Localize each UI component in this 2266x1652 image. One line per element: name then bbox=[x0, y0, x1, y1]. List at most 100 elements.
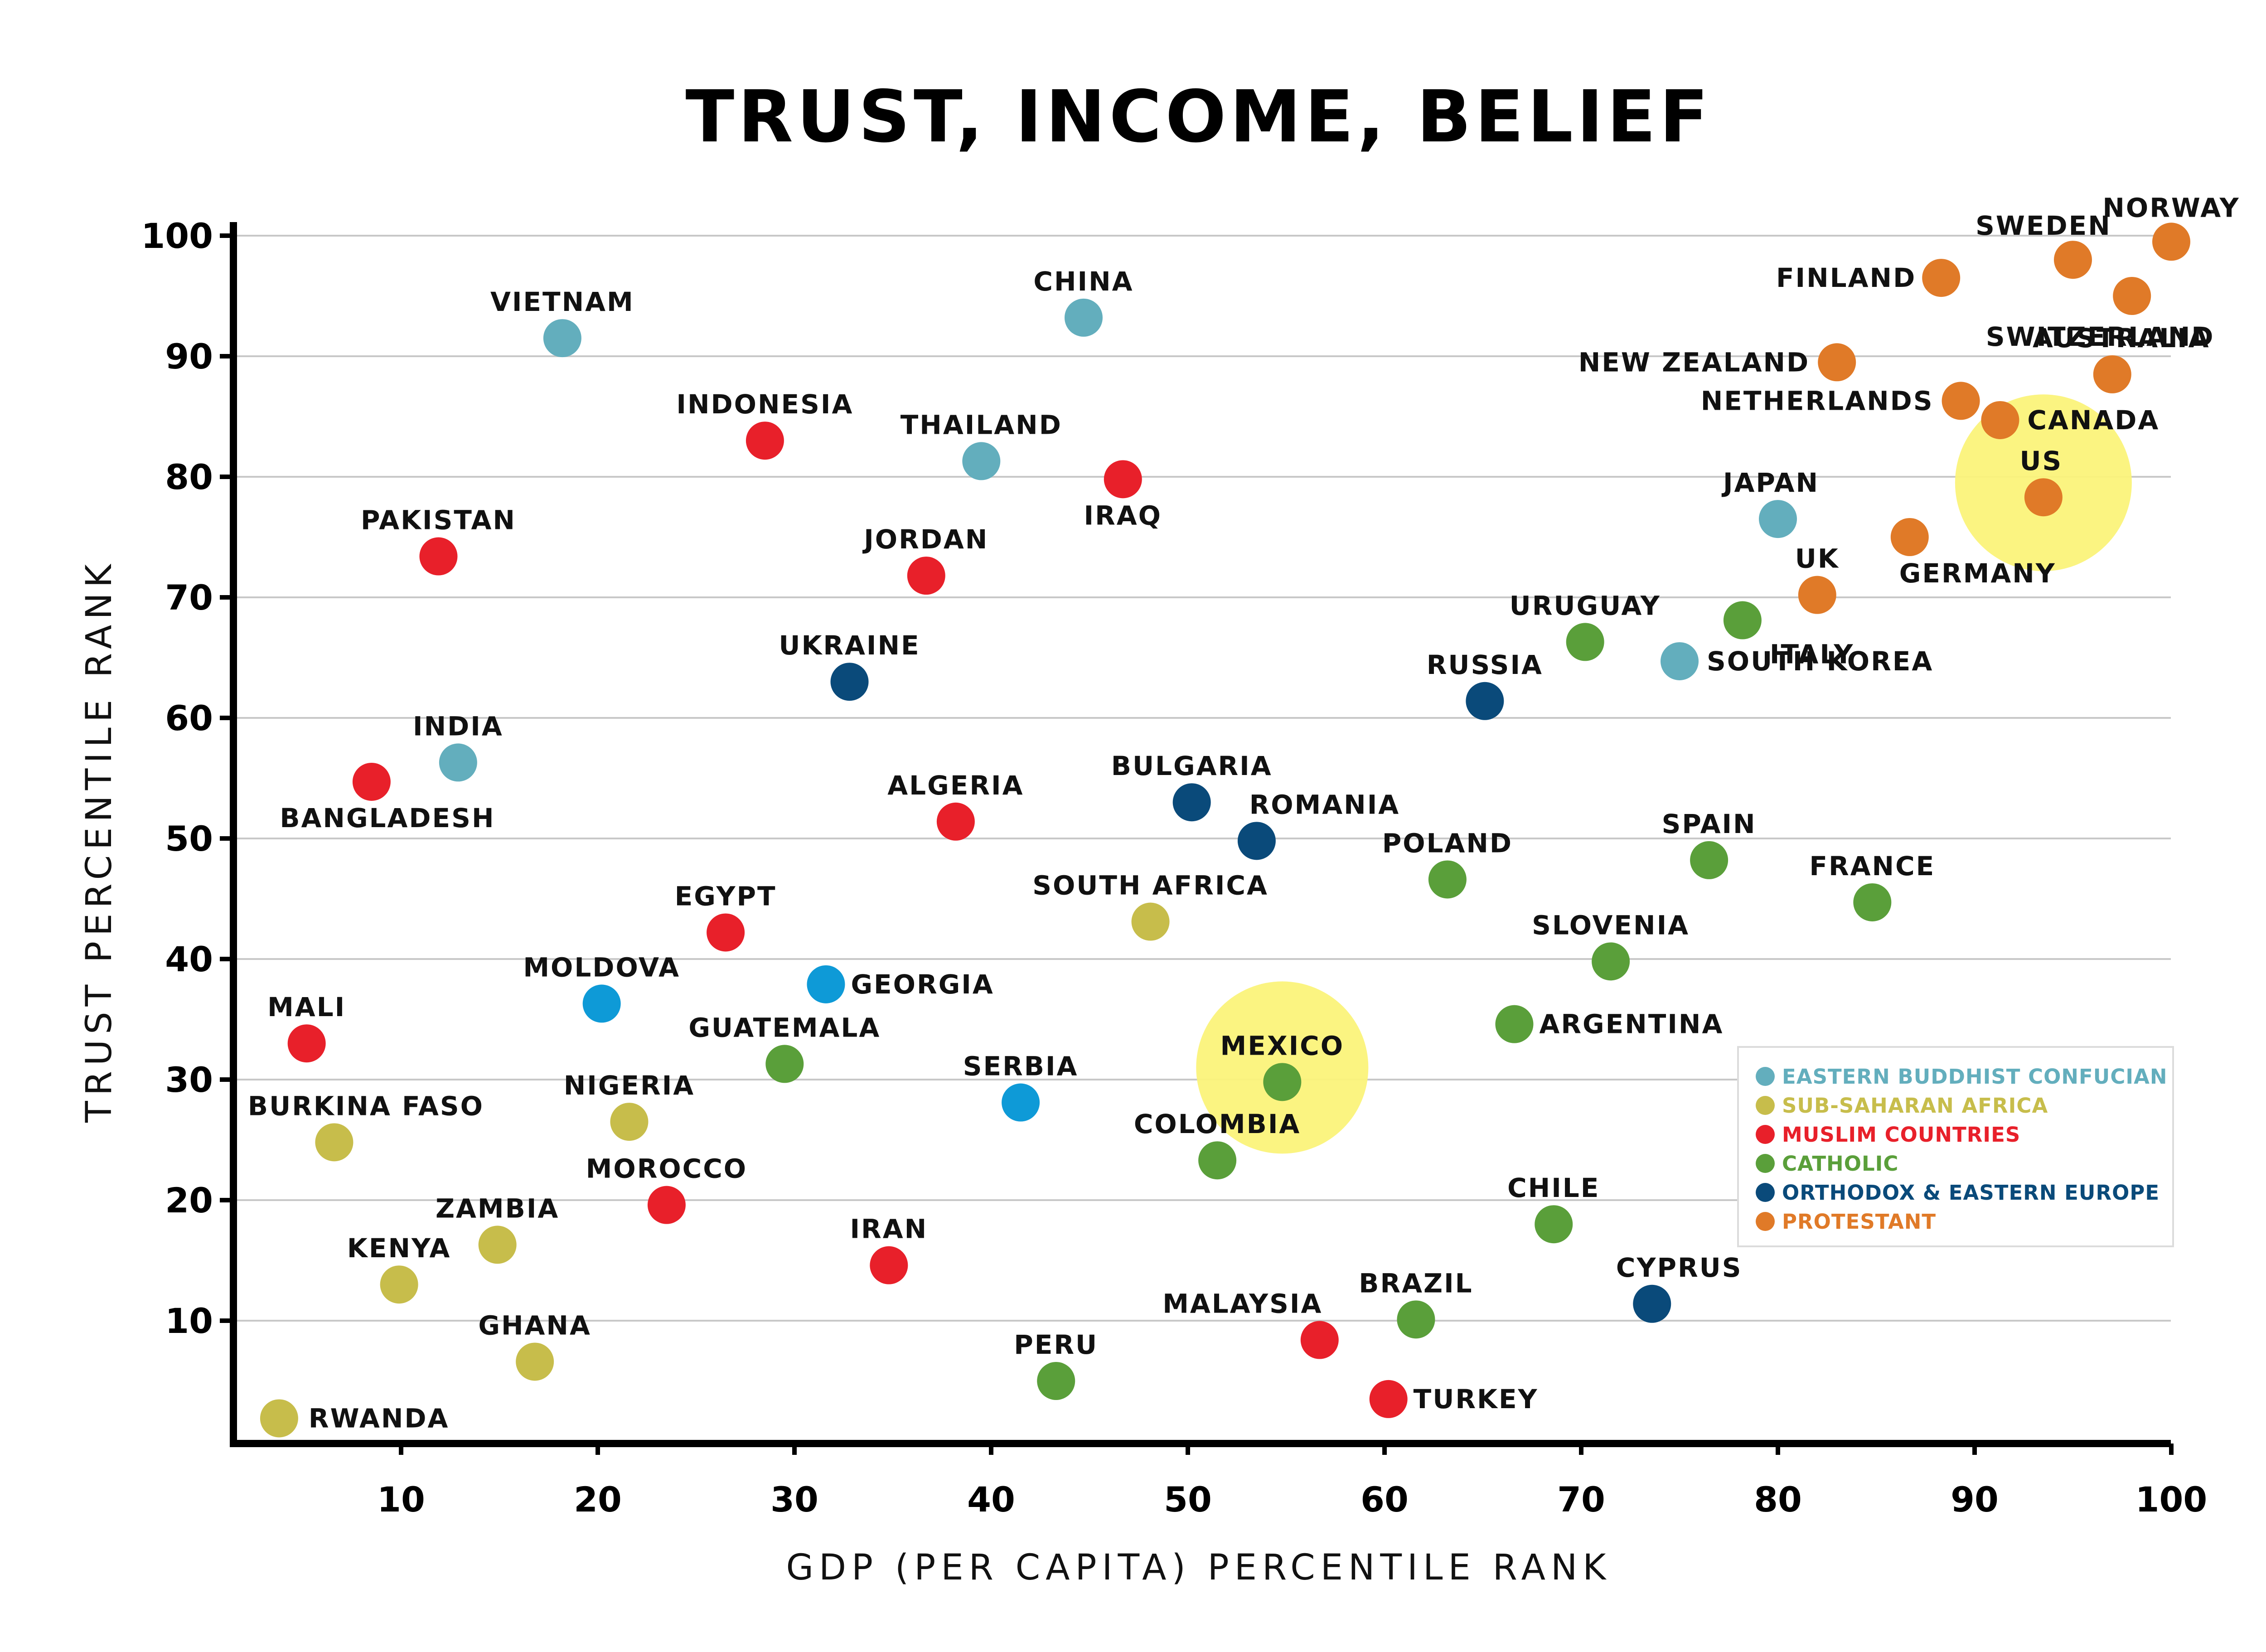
legend-entry: MUSLIM COUNTRIES bbox=[1782, 1123, 2020, 1147]
y-tick-label: 40 bbox=[165, 939, 213, 979]
point-label: INDIA bbox=[413, 711, 504, 741]
point-india bbox=[439, 743, 477, 782]
point-us bbox=[2024, 478, 2063, 517]
point-algeria bbox=[936, 802, 975, 841]
legend-box bbox=[1737, 1046, 2174, 1247]
point-jordan bbox=[907, 557, 945, 595]
point-romania bbox=[1237, 822, 1276, 860]
point-brazil bbox=[1397, 1300, 1435, 1339]
point-cyprus bbox=[1633, 1284, 1671, 1323]
point-label: JORDAN bbox=[862, 524, 988, 555]
point-label: CANADA bbox=[2027, 405, 2159, 436]
point-china bbox=[1064, 298, 1103, 337]
point-label: SWITZERLAND bbox=[1986, 321, 2215, 352]
y-tick-label: 90 bbox=[165, 336, 213, 377]
point-label: CHINA bbox=[1033, 266, 1133, 297]
point-uk bbox=[1798, 576, 1836, 614]
point-label: GEORGIA bbox=[851, 969, 994, 1000]
point-label: FRANCE bbox=[1809, 851, 1935, 882]
point-label: SWEDEN bbox=[1975, 210, 2111, 241]
point-label: EGYPT bbox=[675, 881, 777, 911]
point-label: ARGENTINA bbox=[1539, 1009, 1724, 1040]
point-label: NORWAY bbox=[2102, 192, 2240, 223]
legend-entry: CATHOLIC bbox=[1782, 1152, 1898, 1176]
legend: EASTERN BUDDHIST CONFUCIAN SUB-SAHARAN AF… bbox=[1737, 1046, 2174, 1247]
point-switzerland bbox=[2113, 277, 2151, 315]
point-label: TURKEY bbox=[1414, 1384, 1539, 1415]
point-ukraine bbox=[830, 663, 869, 701]
point-nigeria bbox=[610, 1103, 649, 1141]
y-tick-label: 70 bbox=[165, 577, 213, 618]
point-label: BURKINA FASO bbox=[248, 1090, 484, 1121]
point-label: GHANA bbox=[478, 1310, 591, 1341]
legend-entry: SUB-SAHARAN AFRICA bbox=[1782, 1094, 2048, 1118]
point-bulgaria bbox=[1172, 783, 1211, 822]
point-mexico bbox=[1263, 1063, 1302, 1101]
point-uruguay bbox=[1566, 623, 1604, 661]
point-label: INDONESIA bbox=[676, 389, 853, 420]
point-georgia bbox=[807, 965, 845, 1003]
point-label: PERU bbox=[1014, 1329, 1098, 1360]
point-moldova bbox=[582, 984, 621, 1023]
point-south-africa bbox=[1131, 902, 1170, 941]
point-label: JAPAN bbox=[1721, 467, 1819, 498]
legend-swatch bbox=[1756, 1154, 1775, 1173]
point-label: UK bbox=[1795, 543, 1840, 574]
point-label: UKRAINE bbox=[779, 630, 920, 661]
point-ghana bbox=[516, 1342, 554, 1381]
point-pakistan bbox=[419, 537, 458, 576]
point-morocco bbox=[647, 1186, 686, 1224]
point-argentina bbox=[1495, 1005, 1534, 1043]
point-label: FINLAND bbox=[1776, 262, 1916, 293]
point-norway bbox=[2152, 223, 2190, 261]
point-new-zealand bbox=[1818, 343, 1856, 382]
point-label: GERMANY bbox=[1899, 558, 2056, 589]
y-tick-label: 100 bbox=[141, 216, 213, 256]
gridlines bbox=[233, 235, 2171, 1322]
point-mali bbox=[287, 1024, 326, 1063]
point-label: THAILAND bbox=[901, 409, 1062, 440]
point-label: SLOVENIA bbox=[1532, 910, 1690, 940]
x-tick-label: 50 bbox=[1164, 1479, 1212, 1520]
x-tick-label: 10 bbox=[377, 1479, 425, 1520]
point-turkey bbox=[1369, 1380, 1408, 1418]
point-label: NETHERLANDS bbox=[1701, 385, 1934, 416]
point-label: GUATEMALA bbox=[688, 1012, 881, 1043]
point-poland bbox=[1428, 860, 1467, 899]
point-label: ROMANIA bbox=[1249, 789, 1400, 820]
point-label: SOUTH AFRICA bbox=[1032, 870, 1269, 901]
y-tick-label: 60 bbox=[165, 698, 213, 738]
x-tick-label: 40 bbox=[967, 1479, 1015, 1520]
y-axis-label: TRUST PERCENTILE RANK bbox=[79, 559, 120, 1123]
point-australia bbox=[2093, 355, 2131, 393]
point-label: CYPRUS bbox=[1616, 1252, 1743, 1283]
point-label: MOROCCO bbox=[586, 1153, 747, 1184]
point-label: SPAIN bbox=[1662, 809, 1757, 839]
point-label: IRAN bbox=[850, 1214, 928, 1245]
y-tick-label: 10 bbox=[165, 1301, 213, 1341]
point-thailand bbox=[962, 442, 1001, 480]
point-egypt bbox=[707, 913, 745, 952]
point-label: PAKISTAN bbox=[361, 505, 516, 536]
point-italy bbox=[1723, 601, 1762, 639]
point-kenya bbox=[380, 1265, 418, 1304]
point-bangladesh bbox=[352, 762, 391, 801]
point-label: AUSTRALIA bbox=[2033, 323, 2210, 354]
legend-swatch bbox=[1756, 1096, 1775, 1115]
point-burkina-faso bbox=[315, 1123, 353, 1162]
point-chile bbox=[1535, 1205, 1573, 1244]
point-iraq bbox=[1104, 460, 1142, 499]
point-label: BRAZIL bbox=[1359, 1268, 1473, 1298]
point-label: BULGARIA bbox=[1111, 751, 1273, 781]
point-label: BANGLADESH bbox=[280, 803, 495, 833]
point-vietnam bbox=[543, 319, 581, 358]
y-tick-label: 50 bbox=[165, 819, 213, 859]
point-peru bbox=[1037, 1362, 1075, 1400]
point-label: ITALY bbox=[1770, 639, 1854, 670]
point-spain bbox=[1690, 841, 1729, 879]
point-label: ALGERIA bbox=[887, 770, 1024, 801]
point-guatemala bbox=[765, 1045, 804, 1083]
point-france bbox=[1853, 883, 1892, 921]
data-points bbox=[260, 223, 2190, 1438]
